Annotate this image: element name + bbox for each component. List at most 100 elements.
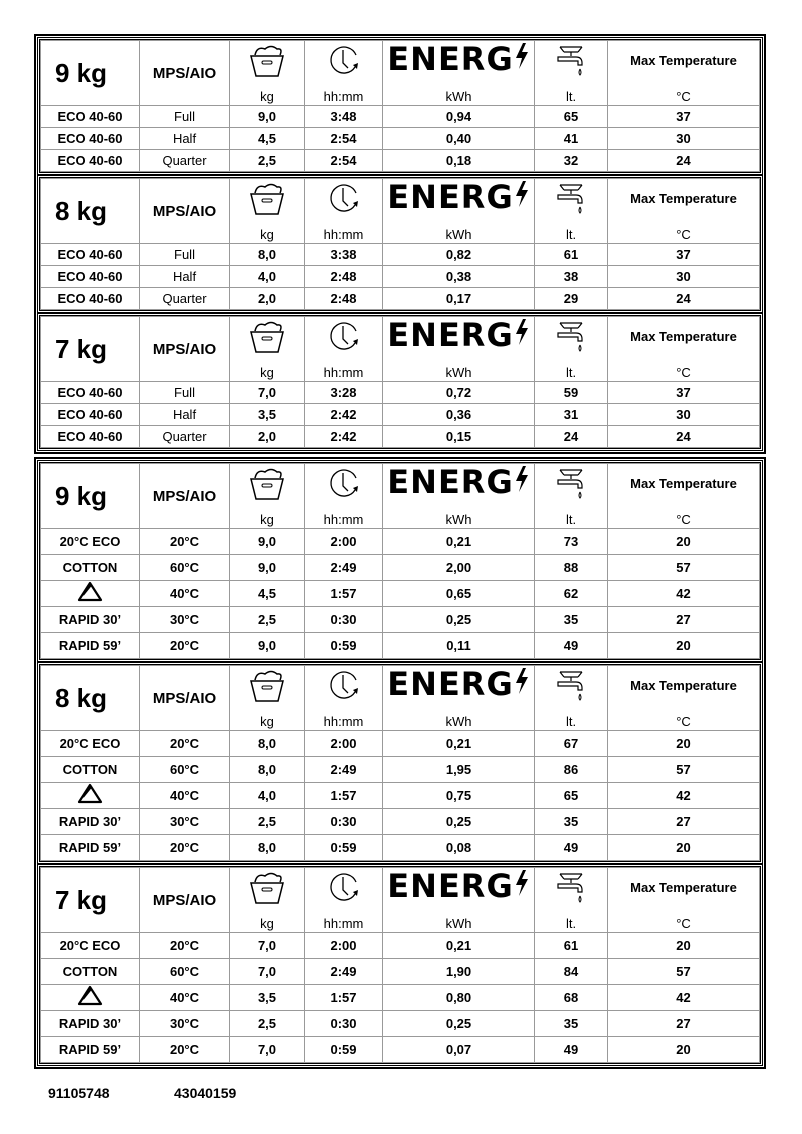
- cell: 86: [534, 756, 608, 783]
- unit-energy: kWh: [445, 916, 472, 931]
- cell: 24: [607, 149, 760, 172]
- unit-temp: °C: [676, 714, 691, 729]
- energy-logo: ENERG: [384, 42, 534, 77]
- cell: ECO 40-60: [40, 287, 140, 310]
- cell: 20°C: [139, 730, 230, 757]
- cell: 60°C: [139, 554, 230, 581]
- cell: Full: [139, 105, 230, 128]
- energy-logo: ENERG: [384, 667, 534, 702]
- cell: RAPID 30’: [40, 1010, 140, 1037]
- cell: 40°C: [139, 580, 230, 607]
- cell: 20: [607, 932, 760, 959]
- energy-logo: ENERG: [384, 869, 534, 904]
- cell: 35: [534, 808, 608, 835]
- program-icon-cell: [40, 984, 140, 1011]
- cell: 2,5: [229, 1010, 305, 1037]
- cell: 0,21: [382, 528, 535, 555]
- table-row: ECO 40-60 Half 4,0 2:48 0,38 38 30: [40, 265, 760, 288]
- cell: 0,25: [382, 1010, 535, 1037]
- unit-energy: kWh: [445, 365, 472, 380]
- cell: 37: [607, 105, 760, 128]
- cell: 7,0: [229, 1036, 305, 1063]
- cell: 0,17: [382, 287, 535, 310]
- clock-icon: [329, 671, 358, 699]
- cell: 0:30: [304, 1010, 383, 1037]
- table-row: ECO 40-60 Half 4,5 2:54 0,40 41 30: [40, 127, 760, 150]
- capacity-label: 8 kg: [40, 665, 140, 731]
- unit-kg: kg: [260, 714, 274, 729]
- energy-logo: ENERG: [384, 180, 534, 215]
- cell: Half: [139, 403, 230, 426]
- cell: 0:59: [304, 632, 383, 659]
- cell: 0,21: [382, 730, 535, 757]
- cell: 0,82: [382, 243, 535, 266]
- cell: 0:59: [304, 834, 383, 861]
- product-code-2: 43040159: [174, 1085, 237, 1101]
- cell: COTTON: [40, 554, 140, 581]
- cell: 88: [534, 554, 608, 581]
- cell: 27: [607, 1010, 760, 1037]
- cell: 20°C: [139, 932, 230, 959]
- cell: 8,0: [229, 243, 305, 266]
- capacity-label: 8 kg: [40, 178, 140, 244]
- unit-time: hh:mm: [323, 227, 364, 242]
- table-row: RAPID 59’ 20°C 9,0 0:59 0,11 49 20: [40, 632, 760, 659]
- cell: 0,18: [382, 149, 535, 172]
- cell: 20°C: [139, 632, 230, 659]
- cell: 30: [607, 403, 760, 426]
- program-type: MPS/AIO: [139, 316, 230, 382]
- cell: 2:49: [304, 958, 383, 985]
- unit-temp: °C: [676, 89, 691, 104]
- cell: 3:38: [304, 243, 383, 266]
- cell: 3,5: [229, 984, 305, 1011]
- cell: 2:00: [304, 932, 383, 959]
- header-row: 7 kg MPS/AIO kg hh:mm ENERG kWh lt. Max T…: [40, 867, 760, 933]
- cell: 0:30: [304, 606, 383, 633]
- cell: Half: [139, 127, 230, 150]
- cell: 37: [607, 381, 760, 404]
- product-code-1: 91105748: [48, 1085, 110, 1101]
- table-row: RAPID 30’ 30°C 2,5 0:30 0,25 35 27: [40, 606, 760, 633]
- cell: Quarter: [139, 287, 230, 310]
- clock-icon: [329, 873, 358, 901]
- clock-icon: [329, 184, 358, 212]
- program-icon-cell: [40, 580, 140, 607]
- cell: 49: [534, 834, 608, 861]
- cell: 2:54: [304, 127, 383, 150]
- cell: 42: [607, 984, 760, 1011]
- cell: RAPID 59’: [40, 834, 140, 861]
- max-temp-label: Max Temperature: [630, 476, 737, 491]
- cell: 30°C: [139, 1010, 230, 1037]
- cell: COTTON: [40, 958, 140, 985]
- unit-energy: kWh: [445, 89, 472, 104]
- header-row: 8 kg MPS/AIO kg hh:mm ENERG kWh lt. Max T…: [40, 178, 760, 244]
- table-row: 40°C 3,5 1:57 0,80 68 42: [40, 984, 760, 1011]
- clock-icon: [329, 469, 358, 497]
- cell: 24: [607, 287, 760, 310]
- cell: ECO 40-60: [40, 127, 140, 150]
- energy-bolt-icon: [515, 181, 528, 207]
- cell: COTTON: [40, 756, 140, 783]
- capacity-block: 9 kg MPS/AIO kg hh:mm ENERG kWh lt. Max T…: [37, 460, 763, 662]
- cell: 60°C: [139, 958, 230, 985]
- cell: RAPID 30’: [40, 606, 140, 633]
- cell: 30: [607, 265, 760, 288]
- cell: ECO 40-60: [40, 381, 140, 404]
- cell: 31: [534, 403, 608, 426]
- cell: 60°C: [139, 756, 230, 783]
- cell: 2:48: [304, 287, 383, 310]
- cell: 2,00: [382, 554, 535, 581]
- cell: 7,0: [229, 932, 305, 959]
- cell: 2:48: [304, 265, 383, 288]
- capacity-block: 7 kg MPS/AIO kg hh:mm ENERG kWh lt. Max T…: [37, 864, 763, 1066]
- cell: 7,0: [229, 958, 305, 985]
- capacity-block: 8 kg MPS/AIO kg hh:mm ENERG kWh lt. Max T…: [37, 662, 763, 864]
- unit-energy: kWh: [445, 714, 472, 729]
- laundry-basket-icon: [250, 183, 284, 215]
- energy-bolt-icon: [515, 319, 528, 345]
- cell: 20: [607, 632, 760, 659]
- table-row: RAPID 59’ 20°C 7,0 0:59 0,07 49 20: [40, 1036, 760, 1063]
- table-row: 40°C 4,5 1:57 0,65 62 42: [40, 580, 760, 607]
- unit-water: lt.: [565, 89, 577, 104]
- cell: 30°C: [139, 808, 230, 835]
